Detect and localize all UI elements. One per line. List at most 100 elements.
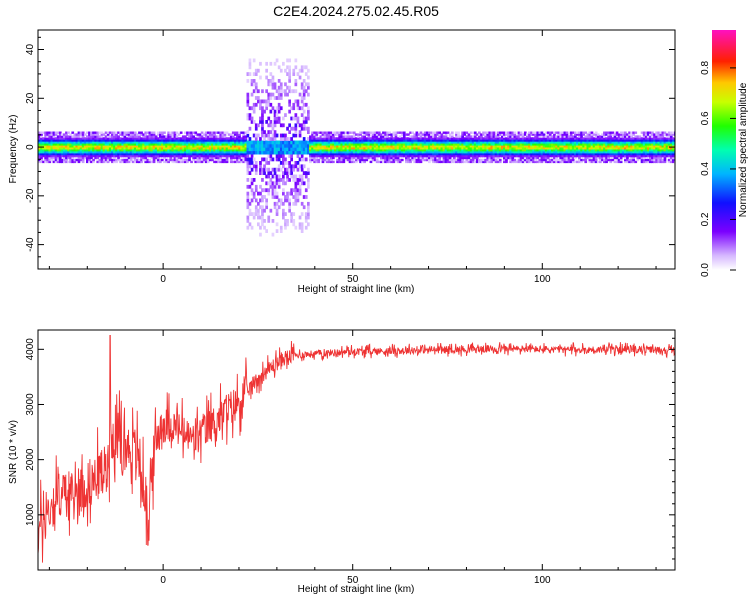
spectrogram-cell: [248, 116, 252, 121]
spectrogram-cell: [352, 137, 356, 140]
spectrogram-cell: [56, 149, 60, 152]
spectrogram-cell: [611, 139, 615, 142]
spectrogram-cell: [557, 149, 560, 152]
spectrogram-cell: [192, 141, 195, 144]
spectrogram-cell: [430, 131, 433, 134]
spectrogram-cell: [471, 147, 475, 150]
spectrogram-cell: [315, 133, 319, 136]
spectrogram-cell: [482, 147, 485, 150]
spectrogram-cell: [473, 141, 477, 144]
spectrogram-cell: [129, 143, 133, 146]
spectrogram-cell: [657, 156, 661, 160]
spectrogram-cell: [655, 137, 658, 140]
spectrogram-cell: [190, 160, 193, 164]
spectrogram-cell: [396, 149, 400, 152]
spectrogram-cell: [161, 131, 164, 134]
spectrogram-cell: [444, 141, 448, 144]
spectrogram-cell: [311, 137, 314, 140]
spectrogram-cell: [409, 158, 412, 162]
spectrogram-cell: [171, 135, 175, 138]
spectrogram-cell: [571, 137, 575, 140]
spectrogram-cell: [669, 139, 673, 142]
spectrogram-cell: [257, 191, 260, 196]
spectrogram-cell: [123, 143, 127, 146]
spectrogram-cell: [657, 135, 661, 138]
spectrogram-cell: [375, 147, 379, 150]
spectrogram-cell: [432, 135, 435, 138]
spectrogram-cell: [634, 149, 638, 152]
spectrogram-cell: [405, 151, 408, 154]
spectrogram-cell: [344, 156, 348, 160]
spectrogram-cell: [392, 131, 396, 134]
spectrogram-cell: [38, 131, 41, 134]
spectrogram-cell: [553, 133, 556, 136]
spectrogram-cell: [471, 158, 475, 162]
spectrogram-cell: [505, 143, 508, 146]
spectrogram-cell: [92, 133, 95, 136]
spectrogram-cell: [567, 137, 571, 140]
spectrogram-cell: [165, 141, 168, 144]
spectrogram-cell: [98, 145, 102, 148]
spectrogram-cell: [359, 133, 362, 136]
spectrogram-cell: [219, 137, 223, 140]
snr-series-line: [38, 335, 675, 563]
spectrogram-cell: [665, 135, 669, 138]
spectrogram-cell: [63, 151, 66, 154]
spectrogram-cell: [463, 131, 467, 134]
spectrogram-cell: [115, 141, 118, 144]
spectrogram-cell: [102, 149, 106, 152]
spectrogram-cell: [136, 135, 139, 138]
spectrogram-cell: [613, 149, 617, 152]
spectrogram-cell: [655, 143, 658, 146]
spectrogram-cell: [492, 152, 496, 156]
spectrogram-cell: [307, 92, 310, 97]
spectrogram-cell: [108, 137, 112, 140]
spectrogram-cell: [559, 152, 563, 156]
spectrogram-cell: [67, 152, 70, 156]
spectrogram-cell: [296, 178, 300, 182]
spectrogram-cell: [601, 158, 604, 162]
spectrogram-cell: [567, 141, 571, 144]
spectrogram-cell: [206, 131, 210, 134]
spectrogram-cell: [140, 156, 143, 160]
spectrogram-cell: [657, 154, 661, 158]
spectrogram-cell: [131, 145, 135, 148]
spectrogram-cell: [551, 137, 554, 140]
spectrogram-cell: [580, 141, 583, 144]
spectrogram-cell: [667, 133, 671, 136]
spectrogram-cell: [557, 147, 560, 150]
spectrogram-cell: [642, 149, 646, 152]
spectrogram-cell: [136, 147, 139, 150]
spectrogram-cell: [603, 158, 606, 162]
spectrogram-cell: [77, 160, 81, 164]
spectrogram-cell: [357, 151, 360, 154]
spectrogram-cell: [138, 141, 141, 144]
spectrogram-cell: [302, 143, 306, 148]
spectrogram-cell: [71, 149, 75, 152]
spectrogram-cell: [223, 152, 227, 156]
spectrogram-cell: [229, 141, 233, 144]
spectrogram-cell: [215, 154, 218, 158]
spectrogram-cell: [298, 92, 302, 97]
spectrogram-cell: [578, 141, 581, 144]
spectrogram-cell: [630, 131, 633, 134]
spectrogram-cell: [365, 139, 369, 142]
spectrogram-cell: [501, 135, 504, 138]
spectrogram-cell: [144, 154, 148, 158]
spectrogram-cell: [548, 160, 552, 164]
spectrogram-cell: [65, 156, 68, 160]
spectrogram-cell: [198, 147, 202, 150]
spectrogram-cell: [311, 149, 314, 152]
spectrogram-cell: [542, 149, 546, 152]
spectrogram-cell: [536, 152, 540, 156]
spectrogram-cell: [119, 158, 122, 162]
spectrogram-cell: [60, 137, 64, 140]
spectrogram-cell: [129, 158, 133, 162]
spectrogram-cell: [136, 154, 139, 158]
spectrogram-cell: [46, 160, 49, 164]
spectrogram-cell: [244, 152, 248, 156]
spectrogram-cell: [611, 154, 615, 158]
spectrogram-cell: [100, 137, 104, 140]
spectrogram-cell: [315, 147, 319, 150]
spectrogram-cell: [221, 145, 225, 148]
